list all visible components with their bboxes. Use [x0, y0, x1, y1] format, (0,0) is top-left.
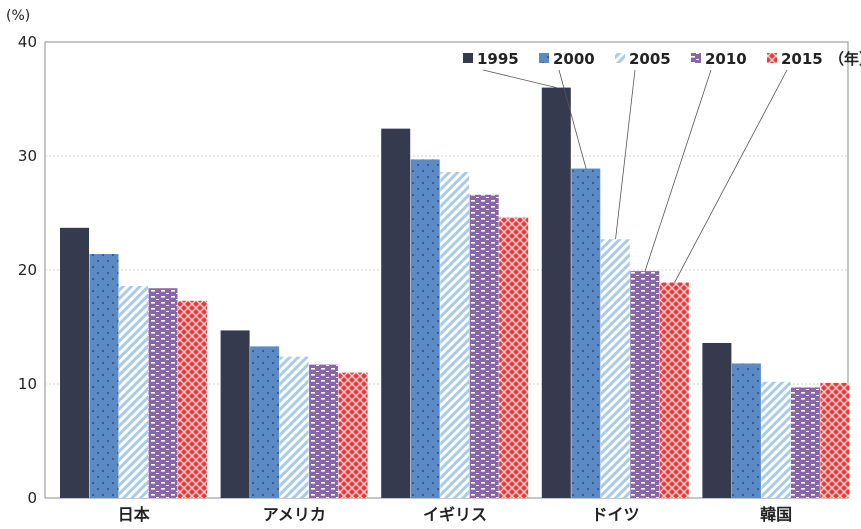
legend-unit: （年）: [829, 50, 861, 68]
bar-2005-0: [119, 285, 148, 498]
legend: 1995 2000 2005 2010 2015 （年）: [463, 50, 861, 68]
legend-label-2015: 2015: [781, 50, 823, 68]
y-tick-label: 40: [18, 33, 37, 51]
bar-1995-3: [541, 87, 571, 498]
bar-2015-4: [820, 382, 850, 498]
bar-2005-1: [279, 356, 309, 498]
bar-1995-2: [381, 128, 411, 498]
bar-2015-0: [178, 300, 207, 498]
bar-2000-0: [89, 254, 119, 498]
legend-label-2005: 2005: [629, 50, 671, 68]
legend-swatch-2015: [767, 53, 777, 63]
bar-2005-3: [600, 239, 630, 498]
x-tick-label: 韓国: [760, 505, 792, 524]
bar-2015-1: [338, 372, 368, 498]
leader-line-2015: [674, 69, 788, 283]
legend-swatch-2000: [539, 53, 549, 63]
legend-label-2010: 2010: [705, 50, 747, 68]
y-tick-label: 30: [18, 147, 37, 165]
x-tick-label: イギリス: [423, 505, 487, 524]
bar-2000-4: [731, 363, 761, 498]
legend-label-2000: 2000: [553, 50, 595, 68]
legend-leader-lines: [482, 69, 788, 283]
bar-2000-1: [250, 346, 280, 498]
x-axis-ticks: 日本 アメリカ イギリス ドイツ 韓国: [118, 505, 792, 524]
bar-2005-2: [440, 171, 470, 498]
bar-2005-4: [761, 381, 791, 498]
bar-1995-0: [60, 227, 89, 498]
y-axis-ticks: 0 10 20 30 40: [18, 33, 37, 507]
x-tick-label: ドイツ: [592, 505, 640, 524]
bar-2010-3: [630, 271, 660, 498]
leader-line-2005: [615, 69, 636, 240]
y-axis-unit: (%): [6, 8, 30, 24]
bar-2015-3: [659, 282, 689, 498]
bars: [60, 87, 850, 499]
legend-label-1995: 1995: [477, 50, 519, 68]
bar-2000-3: [571, 168, 601, 499]
x-tick-label: 日本: [118, 505, 150, 524]
leader-line-1995: [482, 69, 557, 88]
leader-line-2010: [644, 69, 712, 272]
bar-2015-2: [499, 217, 529, 498]
bar-2000-2: [410, 159, 440, 499]
bar-2010-0: [148, 288, 178, 498]
x-tick-label: アメリカ: [263, 505, 326, 524]
legend-swatch-2010: [691, 53, 701, 63]
bar-2010-2: [469, 194, 499, 498]
y-tick-label: 0: [27, 489, 37, 507]
legend-swatch-2005: [615, 53, 625, 63]
bar-2010-4: [790, 387, 820, 498]
bar-1995-4: [702, 342, 732, 498]
leader-line-2000: [558, 69, 587, 169]
bar-1995-1: [220, 330, 250, 498]
legend-swatch-1995: [463, 53, 473, 63]
y-tick-label: 20: [18, 261, 37, 279]
bar-2010-1: [309, 364, 339, 498]
y-tick-label: 10: [18, 375, 37, 393]
